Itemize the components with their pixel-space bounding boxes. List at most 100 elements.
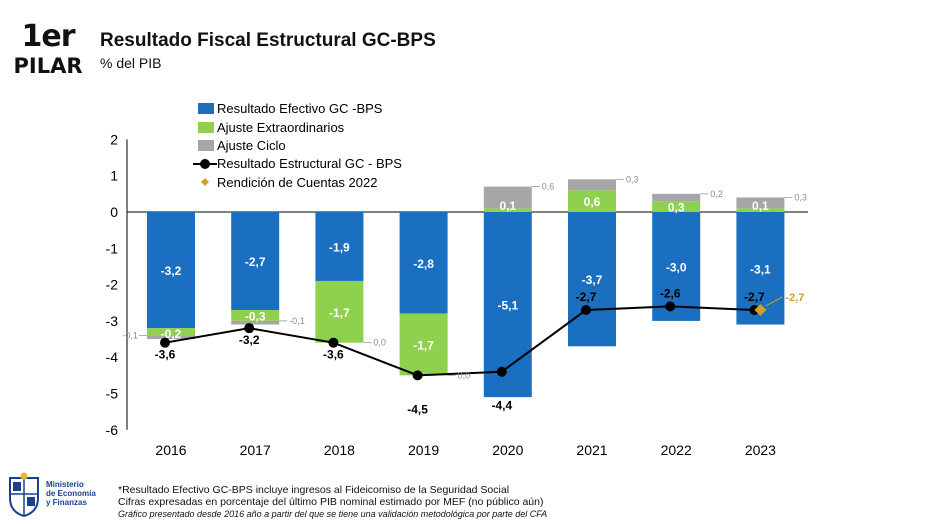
- y-tick-label: -2: [106, 277, 119, 293]
- label-estructural: -3,6: [323, 348, 344, 362]
- label-ciclo: -0,1: [122, 330, 138, 340]
- label-extraordinarios: 0,6: [584, 195, 601, 209]
- label-estructural: -4,5: [407, 402, 428, 416]
- bar-ciclo: [147, 335, 195, 340]
- legend-marker-estructural: [200, 159, 210, 169]
- ministry-line-2: de Economía: [46, 489, 96, 498]
- x-tick-label: 2016: [155, 442, 186, 458]
- legend-swatch-extra: [198, 122, 214, 133]
- bar-ciclo: [652, 193, 701, 202]
- legend-marker-rendicion: [201, 178, 209, 186]
- line-layer: [160, 301, 767, 381]
- chart-title: Resultado Fiscal Estructural GC-BPS: [100, 30, 436, 51]
- point-estructural: [412, 370, 423, 381]
- bar-efectivo: [652, 212, 701, 321]
- legend-label-estructural: Resultado Estructural GC - BPS: [217, 156, 402, 171]
- y-tick-label: -1: [106, 240, 119, 256]
- label-extraordinarios: -0,3: [245, 309, 266, 323]
- bar-ciclo: [568, 179, 616, 191]
- label-extraordinarios: -1,7: [413, 338, 434, 352]
- y-tick-label: 0: [110, 204, 118, 220]
- bar-efectivo: [231, 212, 280, 311]
- label-extraordinarios: 0,3: [668, 201, 685, 215]
- label-efectivo: -3,7: [582, 273, 603, 287]
- legend-label-efectivo: Resultado Efectivo GC -BPS: [217, 101, 383, 116]
- bar-efectivo: [147, 212, 195, 329]
- line-estructural: [164, 305, 755, 377]
- label-efectivo: -3,0: [666, 260, 687, 274]
- legend-label-ciclo: Ajuste Ciclo: [217, 138, 286, 153]
- x-tick-label: 2022: [661, 442, 692, 458]
- labels-layer: 2016 -3,2 -0,2 -0,1 2017 -2,7 -0,3 -0,1 2018 -1,9…: [122, 174, 806, 458]
- legend-swatch-efectivo: [198, 103, 214, 114]
- point-estructural: [665, 301, 676, 312]
- bar-extraordinarios: [483, 208, 532, 212]
- bar-ciclo: [483, 186, 532, 209]
- chart-subtitle: % del PIB: [100, 55, 162, 71]
- bar-extraordinarios: [231, 310, 280, 321]
- label-extraordinarios: -0,2: [161, 327, 182, 341]
- label-efectivo: -5,1: [497, 299, 518, 313]
- label-estructural: -2,7: [744, 290, 765, 304]
- y-axis: 2 1 0 -1 -2 -3 -4 -5 -6: [106, 131, 808, 438]
- label-extraordinarios: 0,1: [752, 199, 769, 213]
- label-estructural: -3,2: [239, 333, 260, 347]
- point-rendicion: [754, 304, 767, 317]
- label-estructural: -3,6: [155, 348, 176, 362]
- legend-label-rendicion: Rendición de Cuentas 2022: [217, 175, 377, 190]
- chart-legend: Resultado Efectivo GC -BPS Ajuste Extrao…: [193, 101, 402, 190]
- label-ciclo: 0,0: [458, 370, 471, 380]
- label-ciclo: 0,3: [794, 192, 807, 202]
- y-tick-label: -3: [106, 313, 119, 329]
- legend-label-extra: Ajuste Extraordinarios: [217, 120, 345, 135]
- label-extraordinarios: 0,1: [499, 199, 516, 213]
- point-estructural: [581, 305, 591, 316]
- point-estructural: [496, 366, 507, 377]
- y-tick-label: 2: [110, 131, 118, 147]
- bar-extraordinarios: [315, 280, 364, 343]
- bar-efectivo: [568, 212, 616, 347]
- label-ciclo: -0,1: [289, 316, 305, 326]
- ministry-line-3: y Finanzas: [46, 498, 87, 507]
- label-efectivo: -3,2: [161, 264, 182, 278]
- label-ciclo: 0,2: [710, 189, 723, 199]
- label-efectivo: -3,1: [750, 262, 771, 276]
- label-efectivo: -2,7: [245, 255, 266, 269]
- label-efectivo: -2,8: [413, 257, 434, 271]
- point-estructural: [244, 323, 255, 334]
- x-tick-label: 2023: [745, 442, 776, 458]
- ministry-line-1: Ministerio: [46, 480, 84, 489]
- label-ciclo: 0,3: [626, 174, 639, 184]
- label-ciclo: 0,0: [373, 338, 386, 348]
- x-tick-label: 2019: [408, 442, 439, 458]
- label-extraordinarios: -1,7: [329, 306, 350, 320]
- x-tick-label: 2020: [492, 442, 523, 458]
- label-rendicion-leader: [765, 296, 783, 307]
- badge-bottom-text: PILAR: [13, 54, 83, 78]
- x-tick-label: 2021: [576, 442, 607, 458]
- bar-extraordinarios: [147, 328, 195, 336]
- bars-layer: [147, 179, 785, 398]
- y-tick-label: -6: [106, 422, 119, 438]
- label-rendicion: -2,7: [785, 292, 804, 304]
- uruguay-shield-icon: [4, 472, 44, 523]
- footnote-2: Cifras expresadas en porcentaje del últi…: [118, 496, 544, 508]
- label-estructural: -2,6: [660, 286, 681, 300]
- y-tick-label: 1: [110, 168, 118, 184]
- label-estructural: -4,4: [491, 399, 512, 413]
- bar-efectivo: [399, 212, 448, 314]
- legend-swatch-ciclo: [198, 140, 214, 151]
- bar-extraordinarios: [568, 190, 616, 212]
- bar-efectivo: [315, 212, 364, 281]
- point-estructural: [328, 337, 339, 348]
- bar-extraordinarios: [399, 313, 448, 376]
- ministry-logo-text: Ministerio de Economía y Finanzas: [46, 480, 96, 507]
- bar-extraordinarios: [652, 201, 701, 212]
- footnote-3: Gráfico presentado desde 2016 año a part…: [118, 509, 548, 519]
- x-tick-label: 2017: [240, 442, 271, 458]
- footnote-1: *Resultado Efectivo GC-BPS incluye ingre…: [118, 484, 510, 496]
- label-estructural: -2,7: [576, 290, 597, 304]
- point-estructural: [160, 337, 170, 348]
- x-tick-label: 2018: [324, 442, 355, 458]
